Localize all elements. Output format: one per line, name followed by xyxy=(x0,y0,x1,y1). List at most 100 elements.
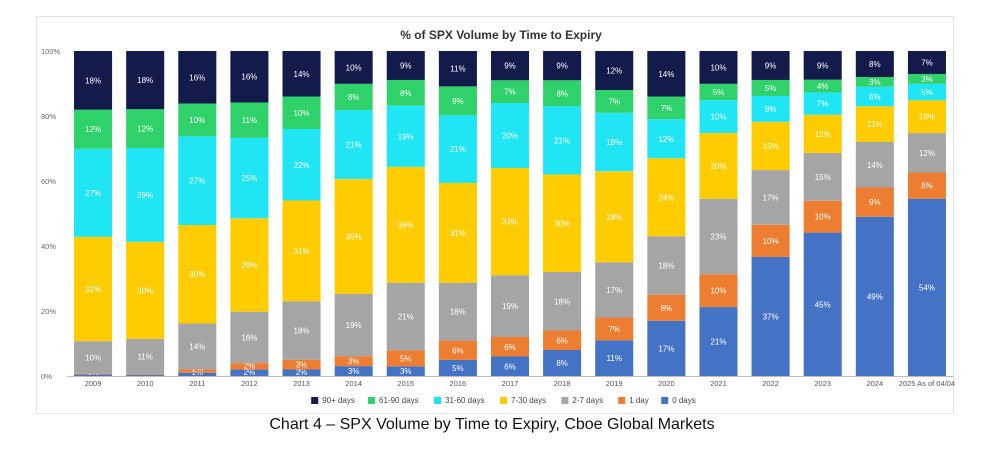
data-label: 49% xyxy=(867,292,883,301)
bar-segment xyxy=(803,92,842,115)
data-label: 7% xyxy=(608,325,620,334)
bar-segment xyxy=(126,51,165,110)
bar-segment xyxy=(907,198,946,376)
data-label: 45% xyxy=(815,300,831,309)
bar-segment xyxy=(490,337,530,357)
bar-segment xyxy=(438,86,477,116)
data-label: 21% xyxy=(450,145,466,154)
data-label: 10% xyxy=(294,109,310,118)
bar-segment xyxy=(334,293,373,357)
data-label: 10% xyxy=(763,237,779,246)
bar-segment xyxy=(647,51,686,97)
data-label: 6% xyxy=(504,362,516,371)
data-label: 33% xyxy=(502,218,518,227)
bar-segment xyxy=(543,80,582,107)
bar-segment xyxy=(647,96,686,120)
data-label: 11% xyxy=(867,120,882,129)
bar-segment xyxy=(647,119,686,159)
x-tick-label: 2014 xyxy=(345,379,362,388)
chart-title: % of SPX Volume by Time to Expiry xyxy=(400,28,602,42)
bar-segment xyxy=(543,350,582,376)
bar-segment xyxy=(595,51,634,90)
bar-segment xyxy=(647,236,686,295)
data-label: 18% xyxy=(294,327,310,336)
data-label: 5% xyxy=(765,84,777,93)
bar-segment xyxy=(647,158,686,237)
legend-label: 2-7 days xyxy=(572,396,603,405)
bar-segment xyxy=(178,51,217,104)
x-axis: 2009 2010 2011 2012 2013 2014 2015 2016 2017 2018… xyxy=(85,379,955,388)
bar-segment xyxy=(230,311,269,364)
bar-segment xyxy=(334,356,373,367)
data-label: 30% xyxy=(189,270,205,279)
x-tick-label: 2020 xyxy=(658,379,675,388)
x-tick-label: 2012 xyxy=(241,379,258,388)
data-label: 3% xyxy=(869,78,881,87)
data-label: 10% xyxy=(710,63,726,72)
data-label: 8% xyxy=(765,105,777,114)
bar-segment xyxy=(282,129,321,201)
data-label: 31% xyxy=(450,229,466,238)
bar-segment xyxy=(855,187,894,217)
bar-segment xyxy=(907,83,946,101)
data-label: 22% xyxy=(294,161,310,170)
data-label: 37% xyxy=(763,312,779,321)
bar-segment xyxy=(230,51,269,103)
legend-label: 61-90 days xyxy=(379,396,419,405)
data-label: 7% xyxy=(504,88,516,97)
data-label: 12% xyxy=(85,125,101,134)
bar-segment xyxy=(334,366,373,376)
data-label: 2% xyxy=(244,362,256,371)
data-label: 3% xyxy=(348,367,360,376)
bar-segment xyxy=(282,359,321,370)
bar-segment xyxy=(855,86,894,107)
bar-segment xyxy=(595,112,634,172)
data-label: 8% xyxy=(869,60,881,69)
data-label: 6% xyxy=(452,346,464,355)
data-label: 14% xyxy=(294,70,310,79)
bar-segment xyxy=(126,374,165,376)
data-label: 8% xyxy=(921,182,933,191)
legend-swatch xyxy=(311,397,319,404)
data-label: 5% xyxy=(921,88,933,97)
bar-segment xyxy=(126,148,165,242)
data-label: 2% xyxy=(244,368,256,377)
bar-segment xyxy=(803,51,842,80)
bar-segment xyxy=(386,79,425,106)
data-label: 11% xyxy=(450,65,465,74)
bar-segment xyxy=(803,200,842,233)
bar-segment xyxy=(647,320,686,376)
data-label: 16% xyxy=(241,73,257,82)
bar-segment xyxy=(74,236,113,342)
data-label: 30% xyxy=(137,286,153,295)
data-label: 7% xyxy=(817,100,829,109)
data-label: 6% xyxy=(869,93,881,102)
bar-segment xyxy=(855,77,894,87)
bar-segment xyxy=(907,73,946,84)
data-label: 7% xyxy=(921,58,933,67)
data-label: 10% xyxy=(85,353,101,362)
data-label: 19% xyxy=(398,132,414,141)
data-label: 10% xyxy=(346,63,362,72)
bar-segment xyxy=(126,375,165,376)
bar-segment xyxy=(334,83,373,111)
legend-swatch xyxy=(561,397,569,404)
bar-segment xyxy=(334,51,373,84)
bar-segment xyxy=(334,179,373,294)
data-label: 8% xyxy=(661,304,673,313)
data-label: 8% xyxy=(556,359,568,368)
data-label: 3% xyxy=(921,75,933,84)
legend-label: 1 day xyxy=(629,396,649,405)
data-label: 23% xyxy=(710,232,726,241)
bar-segment xyxy=(386,105,425,167)
data-label: 31% xyxy=(294,247,310,256)
bar-segment xyxy=(699,307,738,376)
data-label: 12% xyxy=(919,149,935,158)
bar-segment xyxy=(74,148,113,237)
bar-segment xyxy=(74,51,113,110)
bar-segment xyxy=(803,152,842,201)
data-label: 54% xyxy=(919,283,935,292)
bar-segment xyxy=(595,262,634,318)
legend-swatch xyxy=(661,397,669,404)
data-label: 10% xyxy=(815,213,831,222)
